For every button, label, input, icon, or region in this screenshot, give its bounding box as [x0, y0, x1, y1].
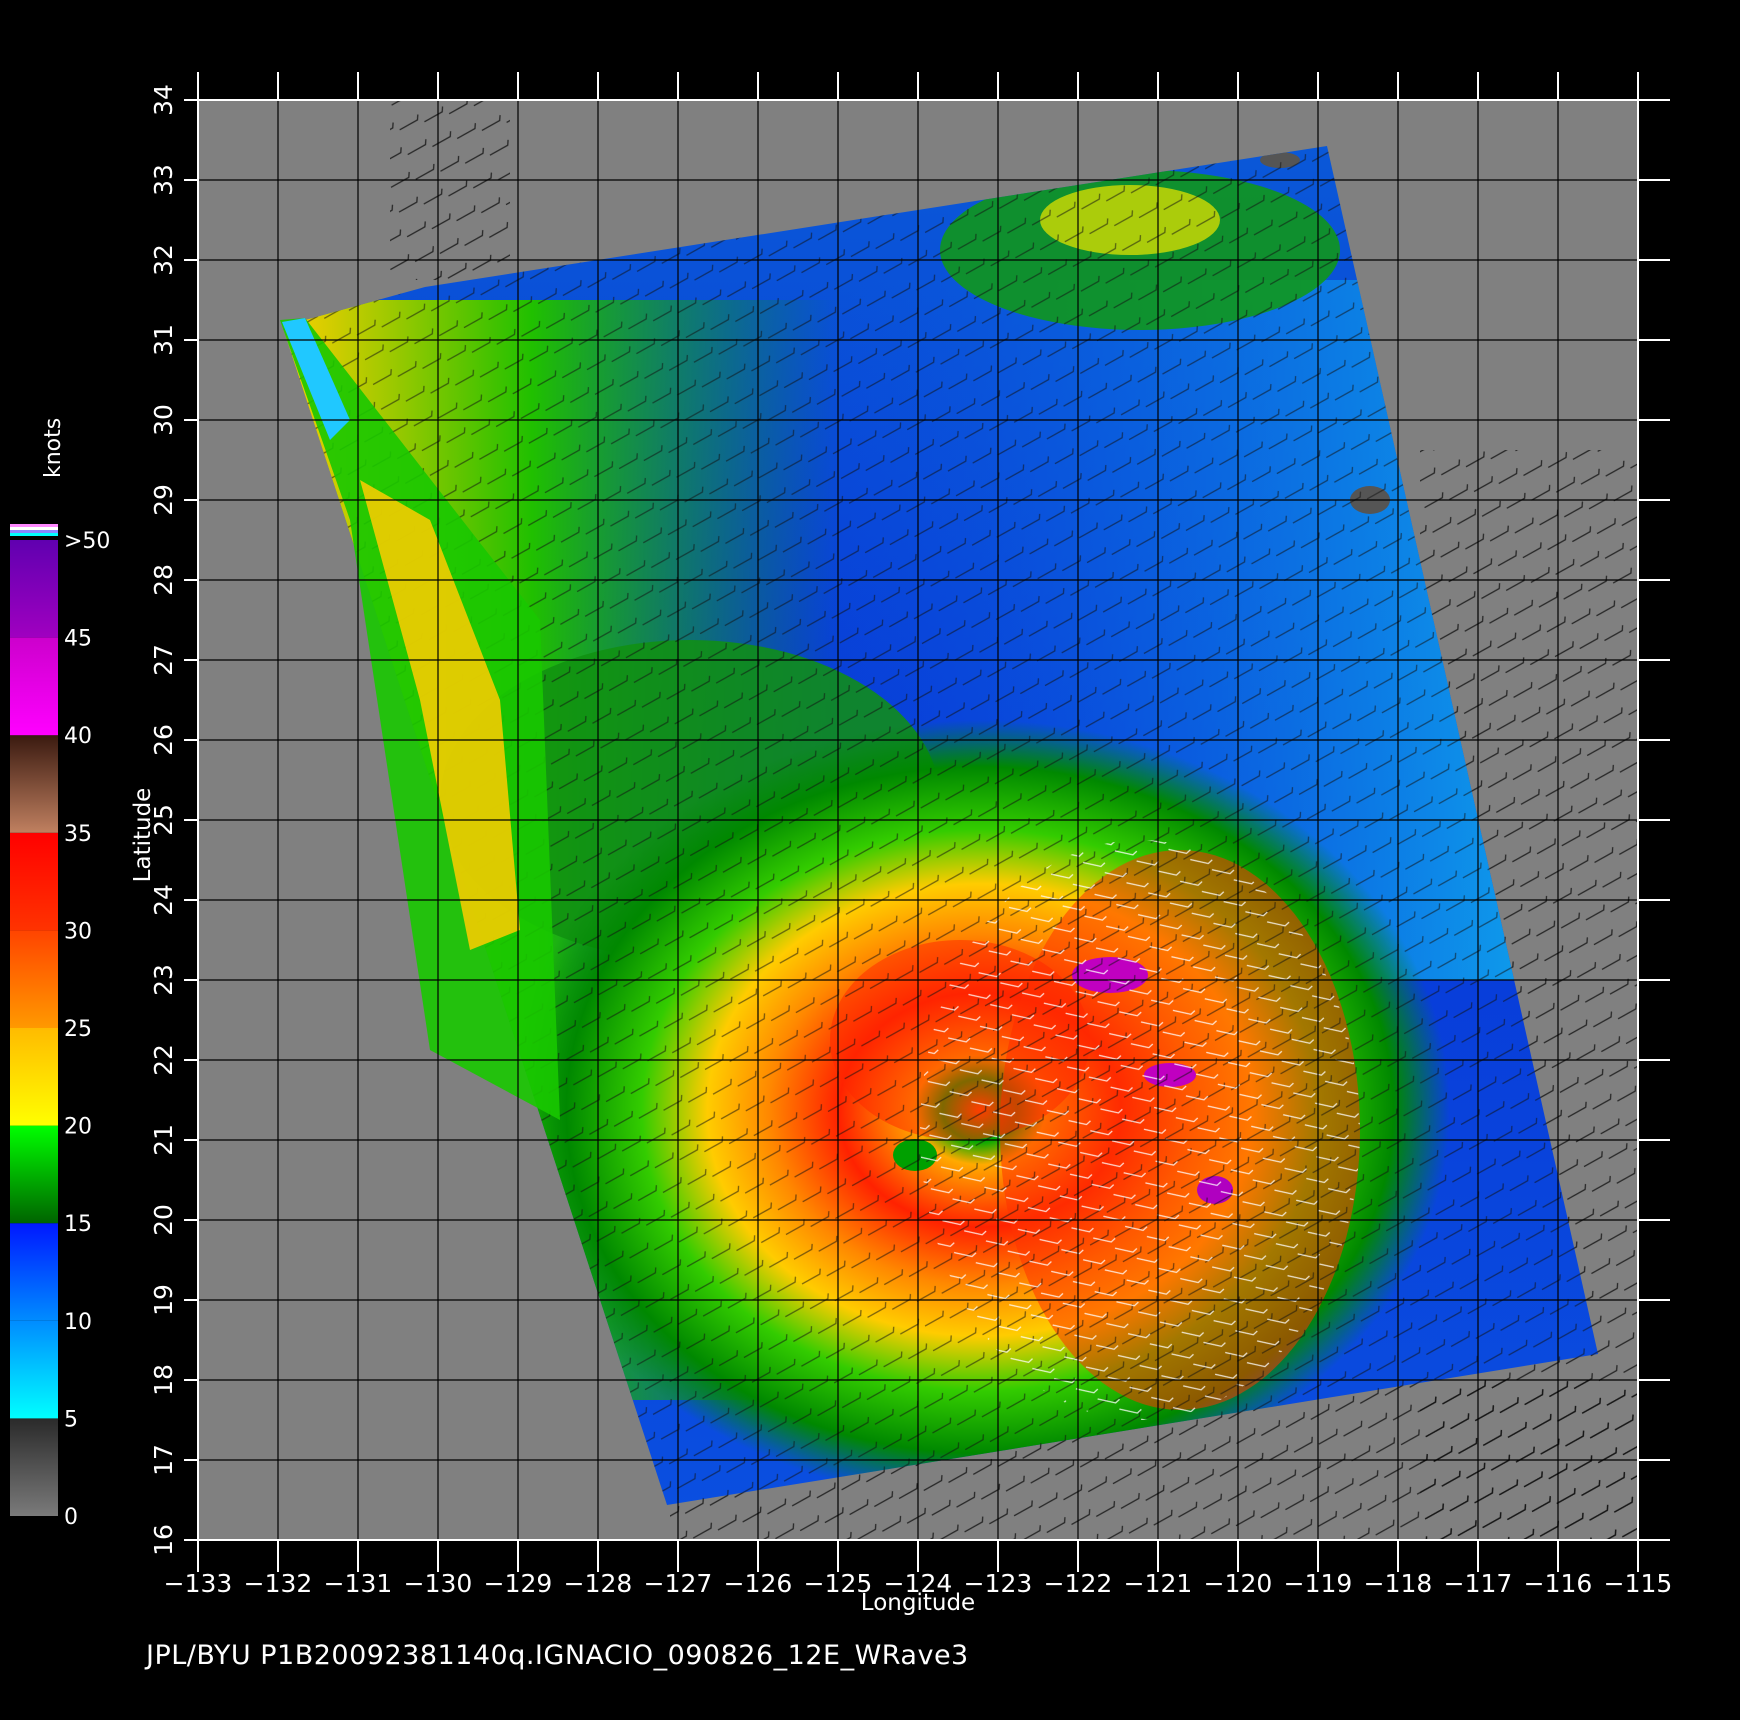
colorbar-overflow-stripe [10, 524, 58, 527]
colorbar-band [10, 1418, 58, 1516]
y-tick-label: 22 [149, 1044, 178, 1076]
y-tick-label: 17 [149, 1444, 178, 1476]
x-tick-label: −115 [1604, 1569, 1673, 1598]
y-tick-label: 16 [149, 1524, 178, 1556]
y-tick-label: 18 [149, 1364, 178, 1396]
x-tick-label: −124 [884, 1569, 953, 1598]
colorbar-overflow-stripe [10, 533, 58, 536]
x-tick-label: −126 [724, 1569, 793, 1598]
x-tick-label: −121 [1124, 1569, 1193, 1598]
colorbar-label: 25 [64, 1017, 92, 1042]
colorbar-label: 30 [64, 919, 92, 944]
y-tick-label: 21 [149, 1124, 178, 1156]
colorbar-band [10, 832, 58, 931]
y-tick-label: 31 [149, 324, 178, 356]
colorbar-label: 20 [64, 1115, 92, 1140]
colorbar-band [10, 1028, 58, 1126]
north-wind-vectors [390, 100, 510, 280]
x-tick-label: −132 [244, 1569, 313, 1598]
y-tick-label: 32 [149, 244, 178, 276]
x-tick-label: −118 [1364, 1569, 1433, 1598]
west-strip-cyan-tip [282, 318, 350, 440]
x-tick-label: −125 [804, 1569, 873, 1598]
x-tick-label: −119 [1284, 1569, 1353, 1598]
x-tick-label: −129 [484, 1569, 553, 1598]
x-tick-label: −130 [404, 1569, 473, 1598]
colorbar-label: 45 [64, 627, 92, 652]
colorbar-label: 40 [64, 724, 92, 749]
product-id-footer: JPL/BYU P1B20092381140q.IGNACIO_090826_1… [146, 1640, 969, 1671]
colorbar-band [10, 1125, 58, 1224]
wind-speed-colorbar: 0 5 10 15 20 25 30 35 40 45 >50 [10, 524, 110, 1530]
y-tick-label: 23 [149, 964, 178, 996]
x-tick-label: −120 [1204, 1569, 1273, 1598]
colorbar-band [10, 735, 58, 833]
west-strip-yellow [360, 480, 520, 950]
y-tick-label: 29 [149, 484, 178, 516]
x-axis-title: Longitude [861, 1590, 975, 1616]
plot-frame [197, 99, 1639, 1541]
colorbar-label: 5 [64, 1407, 78, 1432]
colorbar-label: 0 [64, 1505, 78, 1530]
x-tick-label: −128 [564, 1569, 633, 1598]
x-tick-label: −117 [1444, 1569, 1513, 1598]
x-tick-label: −127 [644, 1569, 713, 1598]
x-tick-label: −116 [1524, 1569, 1593, 1598]
y-tick-label: 28 [149, 564, 178, 596]
y-tick-label: 33 [149, 164, 178, 196]
colorbar-label: >50 [64, 529, 110, 554]
x-tick-label: −122 [1044, 1569, 1113, 1598]
colorbar-label: 10 [64, 1310, 92, 1335]
y-tick-label: 25 [149, 804, 178, 836]
y-tick-label: 27 [149, 644, 178, 676]
colorbar-title: knots [41, 418, 66, 478]
colorbar-overflow-stripe [10, 530, 58, 533]
colorbar-label: 35 [64, 822, 92, 847]
x-tick-label: −131 [324, 1569, 393, 1598]
y-tick-label: 24 [149, 884, 178, 916]
y-axis-title: Latitude [130, 788, 156, 883]
map-axes: −133 −132 −131 −130 −129 −128 −127 −126 −125 −124… [149, 72, 1672, 1598]
colorbar-overflow-stripe [10, 527, 58, 530]
y-tick-label: 19 [149, 1284, 178, 1316]
colorbar-band [10, 1223, 58, 1321]
x-tick-label: −123 [964, 1569, 1033, 1598]
colorbar-band [10, 540, 58, 638]
colorbar-label: 15 [64, 1212, 92, 1237]
y-tick-label: 26 [149, 724, 178, 756]
colorbar-band [10, 1320, 58, 1419]
x-tick-label: −133 [164, 1569, 233, 1598]
y-tick-label: 34 [149, 84, 178, 116]
colorbar-band [10, 930, 58, 1028]
white-vector-region [920, 840, 1360, 1420]
y-tick-label: 20 [149, 1204, 178, 1236]
colorbar-band [10, 637, 58, 736]
y-tick-label: 30 [149, 404, 178, 436]
